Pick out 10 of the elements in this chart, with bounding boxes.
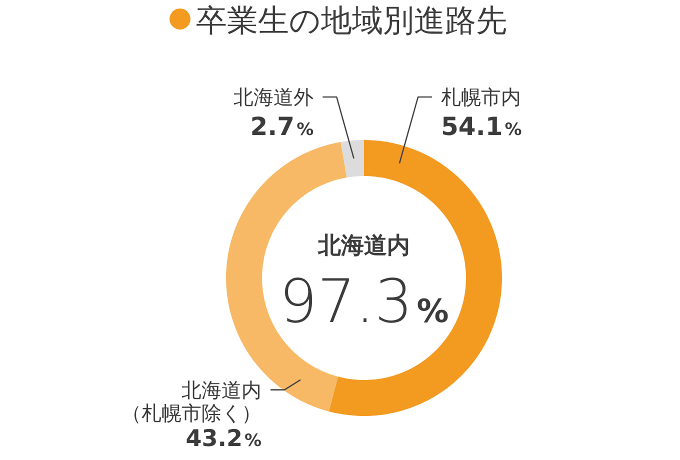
data-label: 43.2% (186, 426, 262, 452)
slice-label: 札幌市内 (441, 85, 522, 109)
slice-label: 北海道内（札幌市除く） (122, 378, 262, 425)
text: 97.3% (279, 267, 449, 337)
chart-title: 卒業生の地域別進路先 (196, 3, 507, 39)
donut-slice (340, 140, 364, 178)
data-label: 2.7% (250, 112, 314, 141)
text: 北海道内 (317, 233, 410, 259)
data-label: 54.1% (441, 112, 522, 141)
slice-label: 北海道外 (234, 85, 314, 109)
